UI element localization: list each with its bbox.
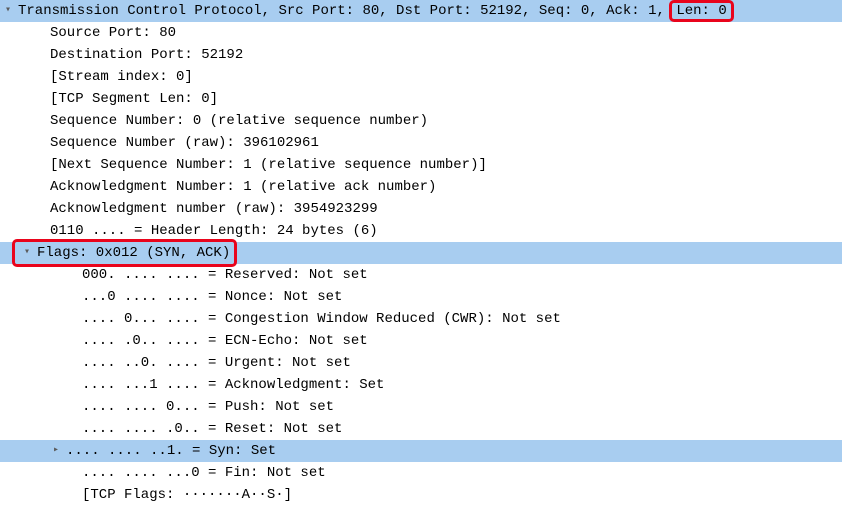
field-text: Sequence Number: 0 (relative sequence nu…: [48, 110, 428, 132]
field-text: [TCP Segment Len: 0]: [48, 88, 218, 110]
field-text: 000. .... .... = Reserved: Not set: [80, 264, 368, 286]
expand-caret[interactable]: [0, 0, 16, 22]
field-stream-index[interactable]: [Stream index: 0]: [0, 66, 842, 88]
field-text: Sequence Number (raw): 396102961: [48, 132, 319, 154]
field-src-port[interactable]: Source Port: 80: [0, 22, 842, 44]
flag-nonce[interactable]: ...0 .... .... = Nonce: Not set: [0, 286, 842, 308]
field-seq-rel[interactable]: Sequence Number: 0 (relative sequence nu…: [0, 110, 842, 132]
tcp-header-text: Transmission Control Protocol, Src Port:…: [16, 0, 734, 22]
field-text: .... .... ..1. = Syn: Set: [64, 440, 276, 462]
field-text: [Next Sequence Number: 1 (relative seque…: [48, 154, 487, 176]
field-text: .... .... ...0 = Fin: Not set: [80, 462, 326, 484]
flags-header-row[interactable]: Flags: 0x012 (SYN, ACK): [0, 242, 842, 264]
field-text: [TCP Flags: ·······A··S·]: [80, 484, 292, 506]
field-seg-len[interactable]: [TCP Segment Len: 0]: [0, 88, 842, 110]
len-highlight: Len: 0: [669, 0, 733, 22]
field-text: [Stream index: 0]: [48, 66, 193, 88]
flag-urgent[interactable]: .... ..0. .... = Urgent: Not set: [0, 352, 842, 374]
field-text: .... ..0. .... = Urgent: Not set: [80, 352, 351, 374]
flag-cwr[interactable]: .... 0... .... = Congestion Window Reduc…: [0, 308, 842, 330]
field-next-seq[interactable]: [Next Sequence Number: 1 (relative seque…: [0, 154, 842, 176]
field-text: .... ...1 .... = Acknowledgment: Set: [80, 374, 384, 396]
flag-push[interactable]: .... .... 0... = Push: Not set: [0, 396, 842, 418]
flag-ecn[interactable]: .... .0.. .... = ECN-Echo: Not set: [0, 330, 842, 352]
tcp-header-row[interactable]: Transmission Control Protocol, Src Port:…: [0, 0, 842, 22]
field-text: .... .... 0... = Push: Not set: [80, 396, 334, 418]
field-text: Acknowledgment number (raw): 3954923299: [48, 198, 378, 220]
expand-caret[interactable]: [48, 440, 64, 462]
field-text: .... 0... .... = Congestion Window Reduc…: [80, 308, 561, 330]
field-text: .... .... .0.. = Reset: Not set: [80, 418, 342, 440]
field-seq-raw[interactable]: Sequence Number (raw): 396102961: [0, 132, 842, 154]
packet-details-tree: Transmission Control Protocol, Src Port:…: [0, 0, 842, 506]
flag-ack[interactable]: .... ...1 .... = Acknowledgment: Set: [0, 374, 842, 396]
field-ack-rel[interactable]: Acknowledgment Number: 1 (relative ack n…: [0, 176, 842, 198]
field-text: ...0 .... .... = Nonce: Not set: [80, 286, 342, 308]
field-text: Destination Port: 52192: [48, 44, 243, 66]
field-ack-raw[interactable]: Acknowledgment number (raw): 3954923299: [0, 198, 842, 220]
field-text: Acknowledgment Number: 1 (relative ack n…: [48, 176, 436, 198]
flag-reserved[interactable]: 000. .... .... = Reserved: Not set: [0, 264, 842, 286]
flag-fin[interactable]: .... .... ...0 = Fin: Not set: [0, 462, 842, 484]
flag-summary[interactable]: [TCP Flags: ·······A··S·]: [0, 484, 842, 506]
field-text: Source Port: 80: [48, 22, 176, 44]
field-text: .... .0.. .... = ECN-Echo: Not set: [80, 330, 368, 352]
tcp-header-prefix: Transmission Control Protocol, Src Port:…: [18, 3, 673, 19]
expand-caret[interactable]: [19, 242, 35, 264]
flag-reset[interactable]: .... .... .0.. = Reset: Not set: [0, 418, 842, 440]
flag-syn[interactable]: .... .... ..1. = Syn: Set: [0, 440, 842, 462]
flags-header-text: Flags: 0x012 (SYN, ACK): [35, 242, 230, 264]
field-dst-port[interactable]: Destination Port: 52192: [0, 44, 842, 66]
